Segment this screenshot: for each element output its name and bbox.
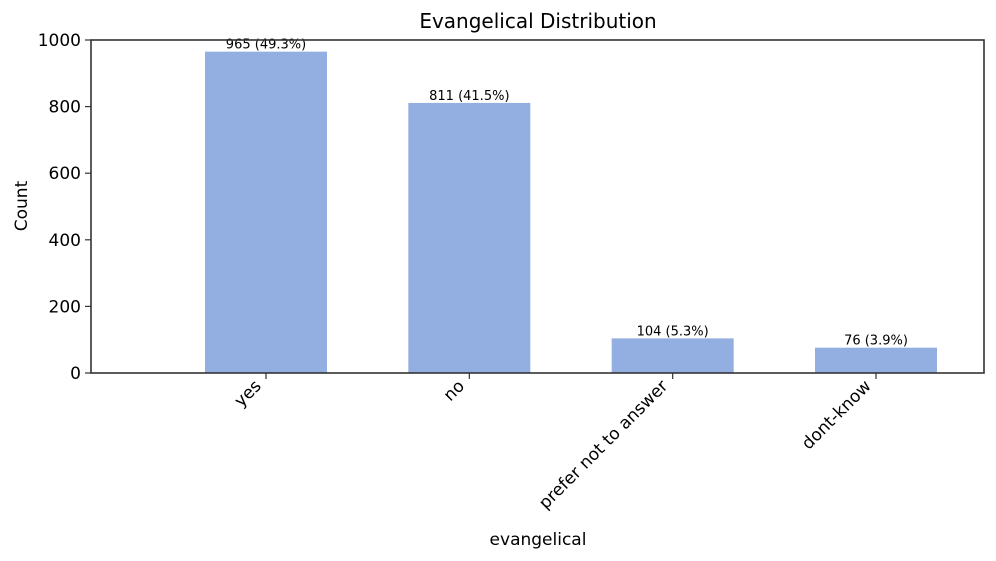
y-tick-label: 600 [49, 164, 81, 184]
chart-title: Evangelical Distribution [419, 9, 656, 33]
x-axis-label: evangelical [490, 530, 587, 550]
y-tick-label: 0 [70, 364, 81, 384]
bar-yes [205, 51, 327, 373]
data-label: 811 (41.5%) [429, 89, 509, 104]
data-label: 104 (5.3%) [637, 324, 709, 339]
y-tick-label: 800 [49, 98, 81, 118]
data-label: 965 (49.3%) [226, 38, 306, 53]
plot-frame [90, 39, 985, 374]
data-labels-layer: 965 (49.3%) 811 (41.5%) 104 (5.3%) 76 (3.9%… [226, 38, 908, 349]
bars-layer [205, 51, 937, 373]
y-tick-label: 400 [49, 231, 81, 251]
x-tick-label: prefer not to answer [535, 376, 672, 513]
x-tick-label: dont-know [798, 376, 876, 454]
data-label: 76 (3.9%) [844, 334, 908, 349]
y-tick-label: 1000 [38, 31, 81, 51]
bar-prefer-not-to-answer [611, 338, 734, 373]
x-tick-label: yes [231, 376, 266, 411]
bar-no [408, 102, 531, 373]
y-axis-label: Count [12, 180, 32, 231]
bar-dont-know [815, 347, 937, 373]
x-tick-label: no [440, 376, 469, 405]
y-tick-label: 200 [49, 297, 81, 317]
